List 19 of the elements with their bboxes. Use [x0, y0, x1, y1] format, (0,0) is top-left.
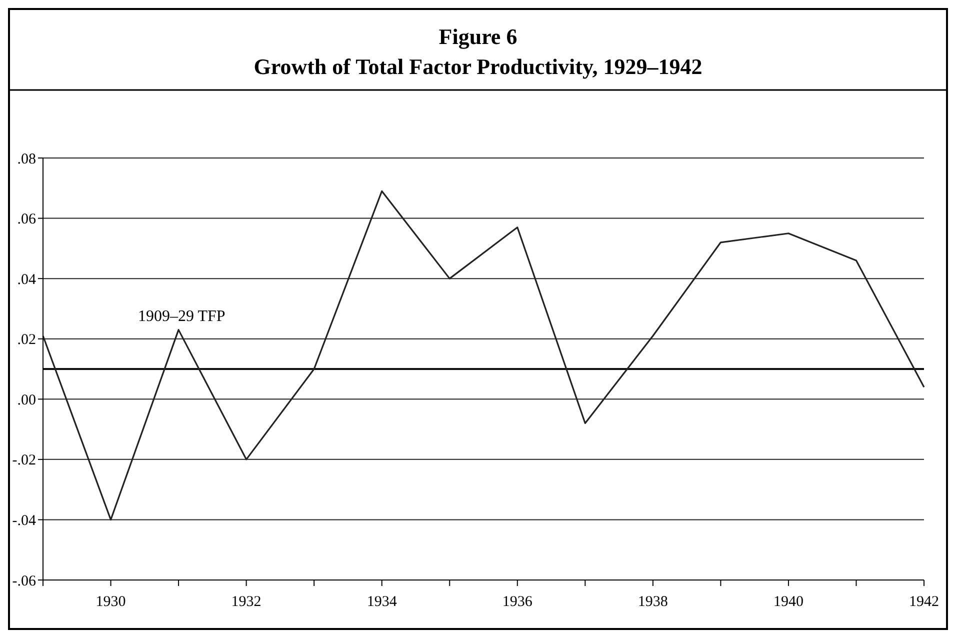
y-tick-label: .08 [17, 151, 36, 168]
x-tick-label: 1932 [231, 594, 262, 610]
ref-line-label: 1909–29 TFP [138, 308, 226, 325]
y-tick-label: -.02 [12, 452, 36, 469]
x-tick-label: 1930 [96, 594, 126, 610]
y-tick-label: .04 [17, 272, 36, 288]
x-tick-label: 1942 [909, 594, 939, 610]
line-series [42, 190, 925, 521]
x-tick-label: 1934 [366, 594, 398, 610]
y-tick-label: .00 [17, 392, 36, 408]
x-tick-label: 1940 [773, 594, 804, 610]
y-tick-label: -.06 [12, 573, 36, 590]
x-tick-label: 1938 [638, 594, 668, 610]
x-tick-label: 1936 [502, 594, 533, 610]
chart-title: Figure 6 [438, 24, 518, 49]
chart-subtitle: Growth of Total Factor Productivity, 1929–1942 [254, 54, 702, 79]
y-tick-label: -.04 [12, 512, 36, 529]
y-tick-label: .02 [17, 332, 36, 348]
y-tick-label: .06 [17, 212, 36, 228]
